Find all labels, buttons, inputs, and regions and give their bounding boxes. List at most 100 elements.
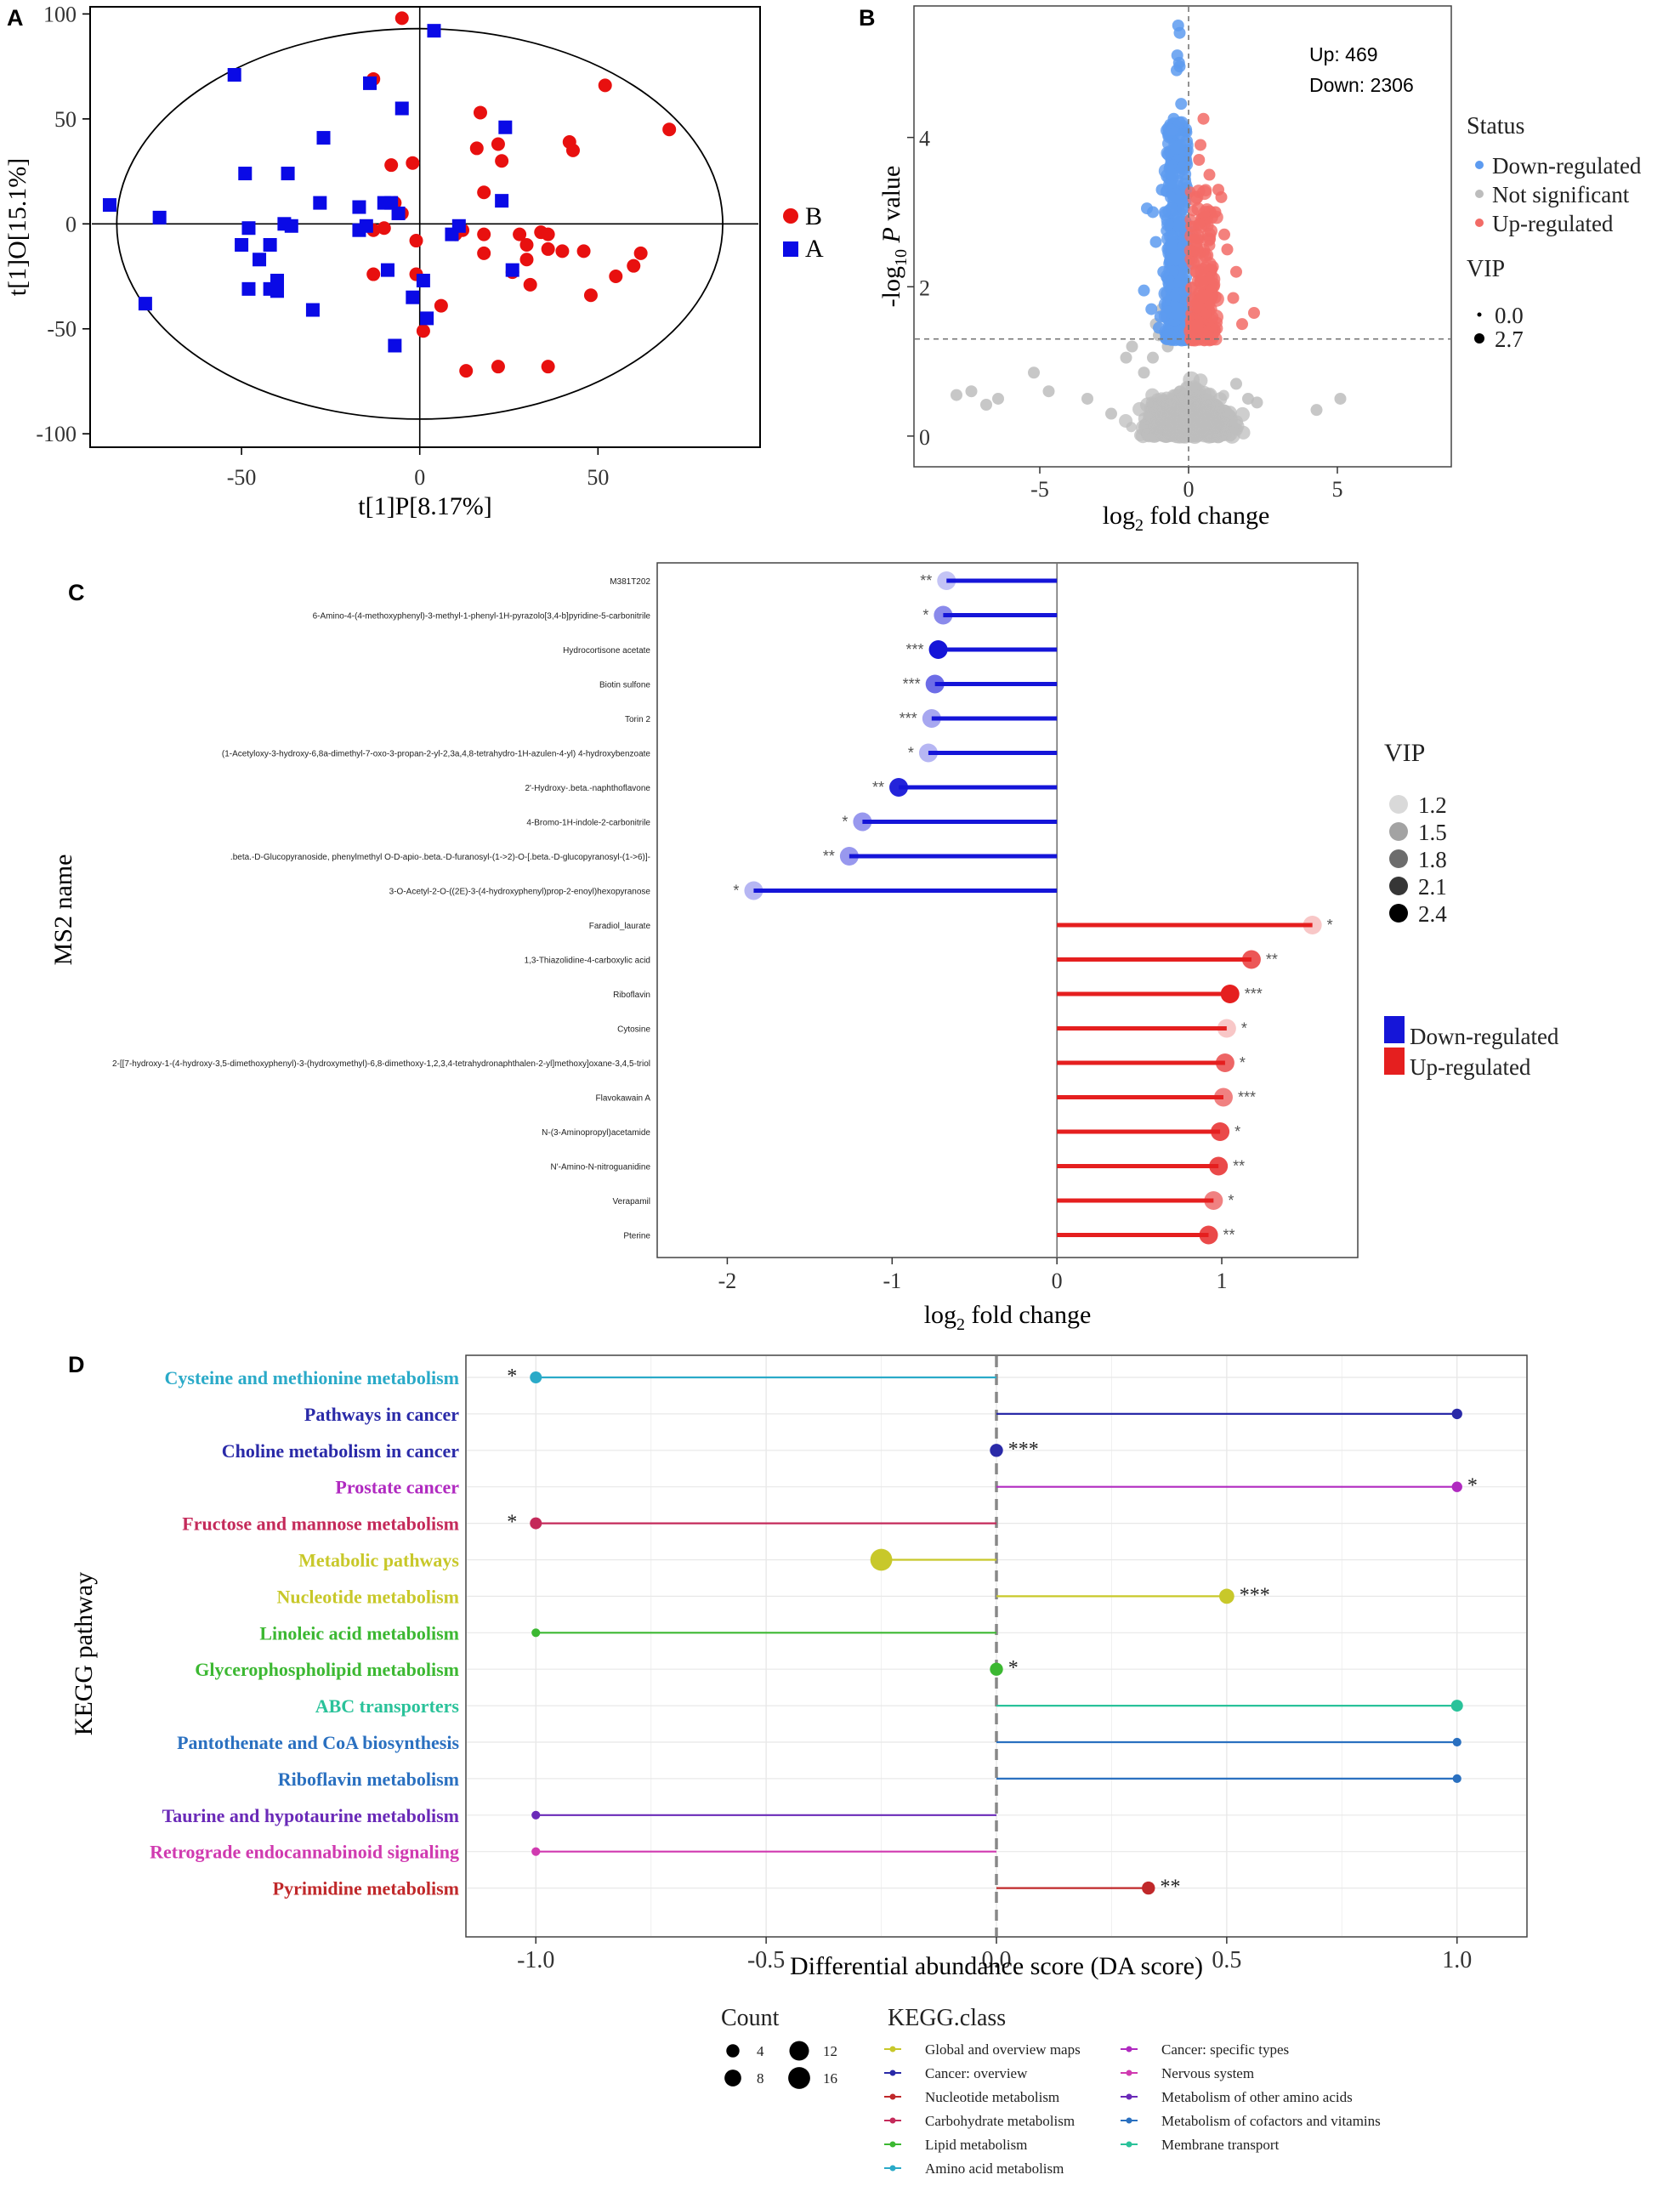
point-group-a	[498, 120, 513, 134]
metabolite-label: Riboflavin	[613, 991, 650, 1000]
volcano-point-up	[1236, 318, 1248, 331]
metabolite-label: M381T202	[610, 577, 650, 587]
volcano-point-down	[1159, 206, 1171, 219]
kegg-class-legend-label: Amino acid metabolism	[925, 2160, 1064, 2177]
y-tick-label: -50	[47, 317, 77, 342]
volcano-point-up	[1215, 190, 1228, 203]
pathway-dot	[990, 1444, 1003, 1457]
volcano-point-ns	[951, 389, 962, 401]
volcano-point-ns	[1132, 401, 1147, 417]
panel-c-x-axis-title: log2 fold change	[924, 1301, 1092, 1334]
panel-c-lollipop-plot: C M381T202 **6-Amino-4-(4-methoxyphenyl)-…	[49, 562, 1559, 1334]
point-group-a	[394, 101, 409, 116]
volcano-point-down	[1157, 265, 1170, 278]
panel-a-label: A	[7, 5, 24, 31]
point-group-b	[576, 244, 591, 258]
legend-ns-marker	[1475, 190, 1484, 198]
significance-mark: *	[908, 745, 914, 762]
vip-legend-label: 2.4	[1418, 901, 1447, 927]
pathway-dot	[1450, 1700, 1463, 1712]
volcano-point-ns	[1126, 340, 1138, 353]
point-group-a	[102, 198, 116, 213]
vip-legend-label: 1.8	[1418, 847, 1447, 872]
lollipop-dot-down	[937, 571, 956, 590]
volcano-point-down	[1175, 98, 1188, 111]
lollipop-dot-up	[1213, 1087, 1233, 1107]
significance-mark: *	[1240, 1054, 1246, 1071]
point-group-b	[434, 298, 448, 313]
kegg-class-legend-dot	[889, 2046, 896, 2053]
lollipop-dot-up	[1211, 1122, 1230, 1141]
x-tick-label: -1	[883, 1269, 901, 1293]
panel-a-pca-plot: A -50 0 50 -100 -50 0 50 100 t[1]P[8.17%] t[1]O…	[3, 2, 824, 520]
volcano-point-ns	[1217, 389, 1229, 401]
vip-size-large	[1474, 333, 1484, 344]
volcano-point-up	[1189, 232, 1205, 247]
pathway-label: Metabolic pathways	[298, 1550, 459, 1571]
pathway-dot	[530, 1517, 542, 1530]
point-group-a	[391, 206, 406, 220]
lollipop-dot-up	[1209, 1156, 1229, 1176]
metabolite-label: Verapamil	[613, 1197, 650, 1207]
metabolite-label: Cytosine	[617, 1025, 650, 1035]
volcano-point-down	[1173, 116, 1186, 129]
significance-mark: *	[1228, 1192, 1234, 1209]
panel-d-label: D	[68, 1352, 85, 1377]
point-group-b	[583, 288, 598, 303]
vip-legend-dot	[1389, 904, 1408, 923]
kegg-class-legend-label: Lipid metabolism	[925, 2137, 1027, 2153]
lollipop-dot-down	[928, 640, 948, 659]
metabolite-label: Torin 2	[625, 715, 650, 724]
legend-up-label: Up-regulated	[1492, 211, 1614, 236]
volcano-point-down	[1155, 184, 1168, 196]
kegg-class-legend-title: KEGG.class	[888, 2005, 1006, 2031]
count-legend-dot	[724, 2070, 741, 2087]
point-group-a	[281, 167, 295, 181]
significance-mark: *	[1327, 917, 1333, 934]
point-group-b	[469, 141, 484, 156]
volcano-point-ns	[1334, 392, 1347, 405]
legend-up-marker	[1475, 219, 1484, 227]
volcano-point-ns	[1042, 385, 1055, 398]
point-group-b	[627, 258, 641, 273]
vip-legend-label: 2.1	[1418, 874, 1447, 900]
volcano-point-ns	[1178, 410, 1195, 426]
metabolite-label: 3-O-Acetyl-2-O-((2E)-3-(4-hydroxyphenyl)…	[389, 888, 651, 897]
kegg-class-legend-dot	[1126, 2046, 1132, 2053]
point-group-b	[473, 105, 487, 120]
volcano-point-up	[1227, 292, 1240, 304]
significance-mark: *	[1234, 1123, 1240, 1140]
metabolite-label: 2'-Hydroxy-.beta.-naphthoflavone	[525, 784, 650, 793]
pathway-label: Retrograde endocannabinoid signaling	[150, 1842, 459, 1863]
legend-c-up-label: Up-regulated	[1410, 1054, 1531, 1080]
metabolite-label: (1-Acetyloxy-3-hydroxy-6,8a-dimethyl-7-o…	[222, 750, 651, 759]
point-group-b	[523, 277, 537, 292]
lollipop-dot-up	[1199, 1225, 1218, 1245]
count-legend-label: 4	[757, 2043, 764, 2059]
kegg-class-legend-label: Membrane transport	[1161, 2137, 1280, 2153]
panel-a-x-axis-title: t[1]P[8.17%]	[358, 492, 491, 520]
count-legend-dot	[789, 2041, 809, 2061]
kegg-class-legend-dot	[889, 2141, 896, 2148]
x-tick-label: -50	[227, 465, 257, 490]
lollipop-dot-down	[934, 605, 953, 625]
point-group-a	[138, 297, 152, 311]
lollipop-dot-down	[744, 881, 763, 900]
vip-legend-dot	[1389, 795, 1408, 814]
legend-b-marker	[783, 208, 798, 224]
point-group-b	[459, 364, 474, 378]
panel-c-legend: VIP 1.21.51.82.12.4 Down-regulated Up-re…	[1384, 739, 1559, 1080]
significance-mark: **	[1233, 1158, 1245, 1175]
pathway-label: Nucleotide metabolism	[277, 1586, 459, 1607]
volcano-down-count: Down: 2306	[1309, 74, 1414, 96]
point-group-b	[565, 143, 580, 157]
metabolite-label: N-(3-Aminopropyl)acetamide	[542, 1128, 650, 1138]
point-group-a	[241, 281, 256, 296]
volcano-point-ns	[992, 392, 1004, 405]
point-group-b	[555, 244, 570, 258]
metabolite-label: 1,3-Thiazolidine-4-carboxylic acid	[525, 957, 650, 966]
x-tick-label: 50	[587, 465, 609, 490]
legend-c-down-swatch	[1384, 1016, 1405, 1043]
kegg-class-legend-dot	[1126, 2141, 1132, 2148]
point-group-a	[416, 273, 430, 287]
